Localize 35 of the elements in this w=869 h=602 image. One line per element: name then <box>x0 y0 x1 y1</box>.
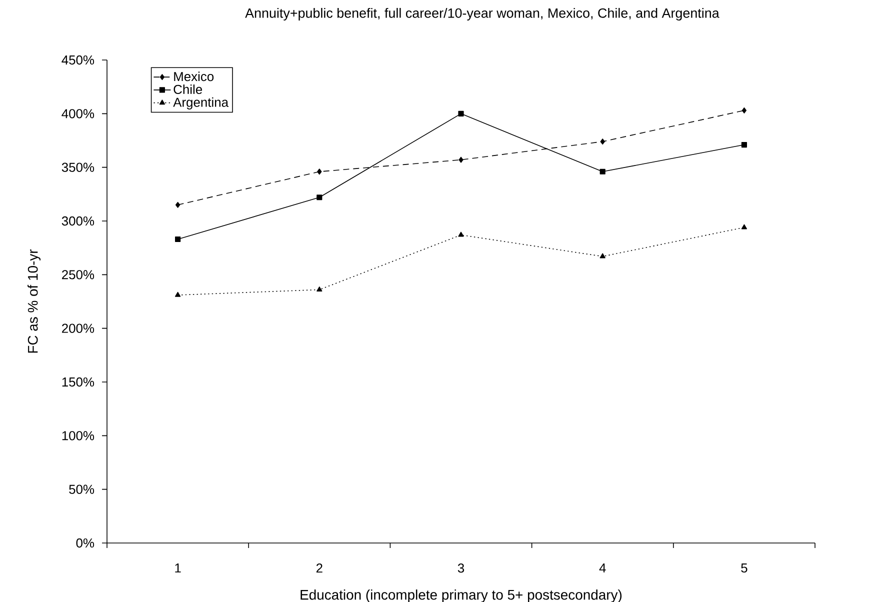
legend-label: Mexico <box>174 72 214 82</box>
y-axis-title: FC as % of 10-yr <box>28 249 41 353</box>
y-tick-label: 400% <box>62 109 94 118</box>
y-tick-label: 450% <box>62 55 94 65</box>
point <box>600 168 606 174</box>
x-tick-label: 2 <box>316 564 322 573</box>
chart-title: Annuity+public benefit, full career/10-year woman, Mexico, Chile, and Argentina <box>245 8 720 21</box>
legend-label: Argentina <box>173 97 229 110</box>
point <box>458 232 464 237</box>
point <box>741 142 747 148</box>
legend-label: Chile <box>174 84 202 94</box>
y-tick-label: 150% <box>62 377 94 387</box>
point <box>600 253 606 258</box>
y-tick-label: 0% <box>76 538 94 548</box>
point <box>316 194 322 200</box>
x-tick-label: 4 <box>599 564 606 572</box>
point <box>174 292 181 297</box>
x-tick-label: 1 <box>175 564 181 572</box>
x-tick-label: 5 <box>741 564 748 573</box>
y-tick-label: 100% <box>62 431 94 440</box>
y-tick-label: 200% <box>62 324 94 333</box>
y-tick-label: 250% <box>62 270 94 280</box>
point <box>742 107 747 114</box>
y-tick-label: 300% <box>62 216 94 226</box>
y-tick-label: 50% <box>69 484 94 494</box>
point <box>316 286 322 292</box>
point <box>317 168 322 175</box>
y-tick-label: 350% <box>62 162 94 172</box>
point <box>458 156 464 163</box>
x-tick-label: 3 <box>458 564 464 573</box>
point <box>175 202 180 208</box>
point <box>741 224 748 230</box>
point <box>175 236 181 242</box>
point <box>600 138 605 145</box>
point <box>458 110 464 116</box>
